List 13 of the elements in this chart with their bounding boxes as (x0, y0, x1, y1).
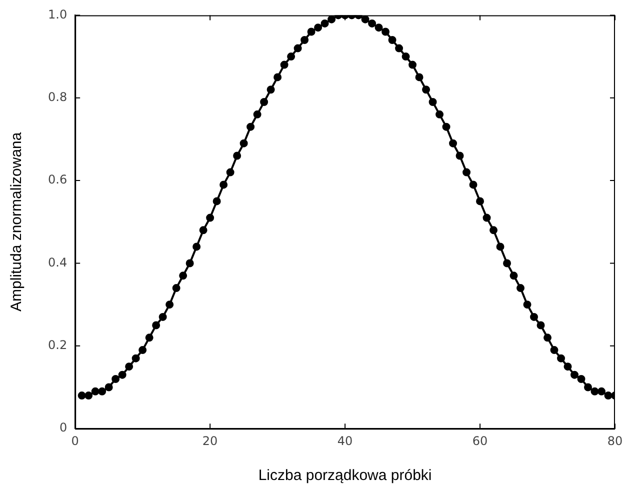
x-tick-label: 0 (71, 434, 79, 448)
x-tick-label: 40 (337, 434, 353, 448)
y-tick-label: 0.4 (48, 255, 68, 270)
y-tick-label: 0 (59, 420, 68, 435)
y-tick-label: 0.2 (48, 338, 68, 352)
y-tick-label: 1.0 (48, 7, 68, 22)
y-tick-label: 0.6 (48, 172, 68, 187)
x-tick-label: 80 (607, 434, 623, 448)
y-tick-label: 0.8 (48, 90, 68, 104)
x-tick-label: 60 (472, 434, 488, 448)
x-tick-label: 20 (202, 434, 218, 448)
x-axis-title: Liczba porządkowa próbki (258, 467, 432, 484)
y-axis-title: Amplituda znormalizowana (8, 132, 26, 312)
